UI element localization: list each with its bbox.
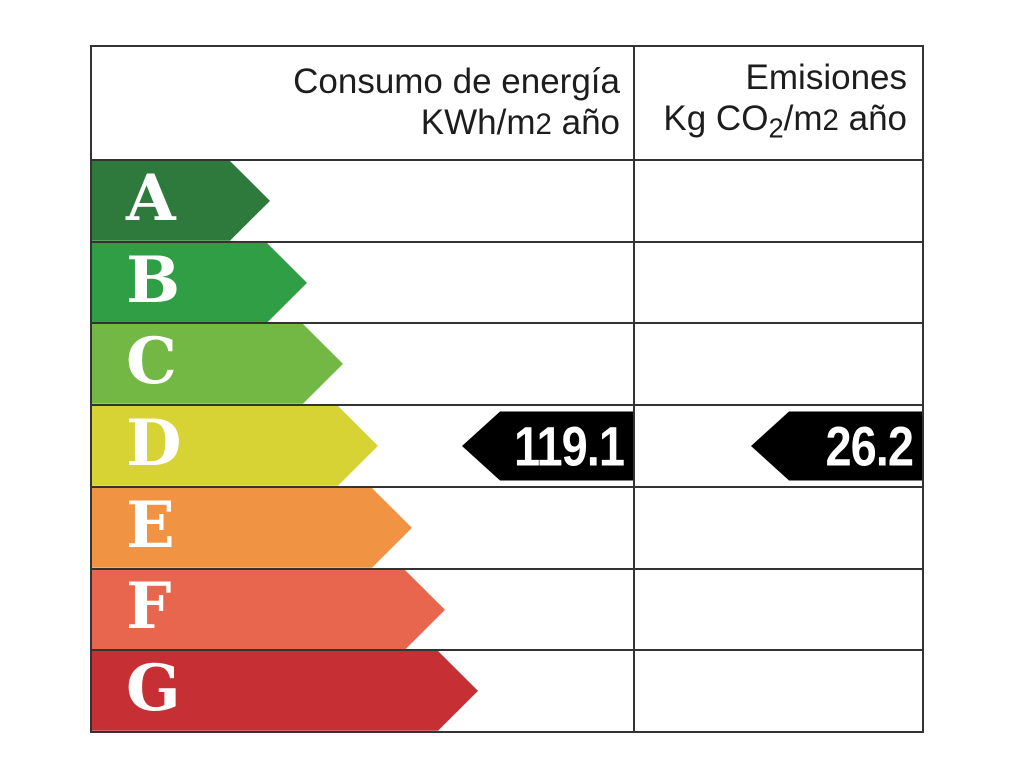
emissions-band-cell-a [635, 161, 922, 241]
emissions-band-cell-c [635, 324, 922, 404]
emissions-band-cell-d: 26.2 [635, 406, 922, 486]
energy-rating-table: Consumo de energía KWh/m2 año Emisiones … [90, 45, 924, 733]
emissions-header-unit: Kg CO2/m2 año [663, 99, 907, 144]
rating-row-d: D 119.1 26.2 [92, 406, 922, 488]
emissions-value-arrow-icon: 26.2 [751, 411, 922, 481]
rating-row-b: B [92, 242, 922, 325]
emissions-band-cell-b [635, 243, 922, 323]
band-letter-c: C [126, 324, 177, 400]
band-letter-a: A [126, 160, 176, 236]
band-letter-b: B [126, 242, 181, 318]
band-letter-g: G [126, 651, 181, 727]
energy-band-cell-f: F [92, 569, 635, 650]
band-arrow-b-icon [92, 242, 307, 323]
emissions-band-cell-g [635, 651, 922, 731]
energy-header-unit: KWh/m2 año [420, 103, 620, 142]
band-arrow-g-icon [92, 651, 478, 732]
energy-band-cell-e: E [92, 487, 635, 568]
band-arrow-a-icon [92, 161, 270, 241]
emissions-header-cell: Emisiones Kg CO2/m2 año [635, 47, 922, 159]
energy-band-cell-b: B [92, 242, 635, 323]
rating-row-f: F [92, 569, 922, 652]
band-letter-e: E [126, 487, 175, 563]
header-row: Consumo de energía KWh/m2 año Emisiones … [92, 47, 922, 161]
band-arrow-f-icon [92, 569, 445, 650]
emissions-header-title: Emisiones [745, 58, 907, 98]
energy-header-title: Consumo de energía [293, 62, 620, 101]
band-letter-f: F [126, 569, 172, 645]
rating-row-c: C [92, 324, 922, 407]
energy-band-cell-c: C [92, 324, 635, 405]
band-arrow-d-icon [92, 406, 378, 486]
band-arrow-e-icon [92, 487, 412, 568]
emissions-band-cell-e [635, 488, 922, 568]
energy-band-cell-g: G [92, 651, 635, 732]
emissions-value: 26.2 [825, 414, 914, 478]
consumption-value-arrow-icon: 119.1 [462, 411, 633, 481]
energy-band-cell-d: D 119.1 [92, 406, 635, 486]
rating-row-e: E [92, 487, 922, 570]
band-letter-d: D [126, 406, 182, 482]
rating-row-g: G [92, 651, 922, 732]
rating-row-a: A [92, 161, 922, 243]
band-arrow-c-icon [92, 324, 343, 405]
consumption-value: 119.1 [513, 414, 625, 478]
energy-header-cell: Consumo de energía KWh/m2 año [92, 47, 635, 159]
emissions-band-cell-f [635, 570, 922, 650]
energy-band-cell-a: A [92, 161, 635, 241]
